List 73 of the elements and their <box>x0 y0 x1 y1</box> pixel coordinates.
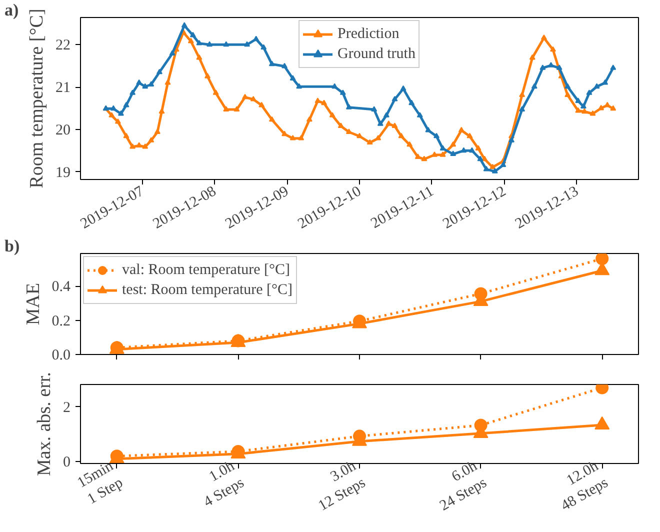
point <box>610 64 616 70</box>
point <box>340 90 346 95</box>
point <box>110 105 116 111</box>
legend-label: val: Room temperature [°C] <box>122 262 290 278</box>
point <box>206 41 213 47</box>
legend-label: test: Room temperature [°C] <box>122 282 293 298</box>
point <box>408 100 415 106</box>
y-tick-label: 2 <box>63 400 70 416</box>
point <box>223 41 230 47</box>
point <box>371 106 378 112</box>
point <box>425 126 432 132</box>
point <box>268 60 275 66</box>
y-axis-title: MAE <box>22 282 44 326</box>
point <box>460 147 467 153</box>
y-tick-label: 0.0 <box>52 348 70 364</box>
point <box>290 75 296 81</box>
x-tick-label: 3.0h 12 Steps <box>316 458 368 514</box>
point <box>492 168 498 174</box>
point <box>244 41 250 47</box>
point <box>580 103 586 108</box>
point <box>500 162 506 168</box>
text: b) <box>4 236 20 256</box>
y-axis-title: Max. abs. err. <box>34 372 55 476</box>
point <box>253 36 260 42</box>
point <box>556 64 562 70</box>
point <box>377 120 384 126</box>
point <box>596 254 609 266</box>
point <box>130 90 136 95</box>
point <box>586 90 592 95</box>
point <box>450 150 456 156</box>
point <box>346 104 352 110</box>
x-tick-label: 12.0h 48 Steps <box>558 458 612 514</box>
point <box>383 112 390 118</box>
point <box>594 83 600 89</box>
y-tick-label: 22 <box>56 38 70 54</box>
point <box>169 50 176 56</box>
x-tick-label: 1.0h 4 Steps <box>201 458 248 511</box>
point <box>156 68 162 74</box>
point <box>118 110 124 116</box>
point <box>181 22 188 28</box>
point <box>519 106 526 112</box>
y-axis-title: Room temperature [°C] <box>26 8 48 188</box>
point <box>416 112 423 118</box>
y-tick-label: 0.2 <box>52 313 70 330</box>
point <box>296 83 302 89</box>
point <box>332 83 338 89</box>
x-tick-label: 6.0h 24 Steps <box>437 458 490 514</box>
point <box>564 83 571 89</box>
text: a) <box>4 0 19 20</box>
point <box>468 147 475 153</box>
y-tick-label: 20 <box>56 122 70 138</box>
point <box>123 102 130 108</box>
y-tick-label: 19 <box>56 164 70 181</box>
point <box>400 85 406 91</box>
y-tick-label: 0 <box>63 454 70 471</box>
point <box>483 166 490 172</box>
point <box>575 98 582 103</box>
legend-label: Prediction <box>338 26 400 42</box>
point <box>196 40 202 46</box>
point <box>190 32 196 38</box>
legend-label: Ground truth <box>338 46 416 62</box>
point <box>531 83 538 89</box>
point <box>142 83 148 89</box>
x-tick-label: 15min 1 Step <box>74 458 126 508</box>
point <box>433 132 440 138</box>
point <box>508 137 514 142</box>
point <box>477 156 484 162</box>
point <box>260 44 267 50</box>
point <box>392 96 398 102</box>
y-tick-label: 0.4 <box>52 279 71 296</box>
y-tick-label: 21 <box>56 80 70 96</box>
point <box>282 62 288 68</box>
point <box>540 64 546 70</box>
